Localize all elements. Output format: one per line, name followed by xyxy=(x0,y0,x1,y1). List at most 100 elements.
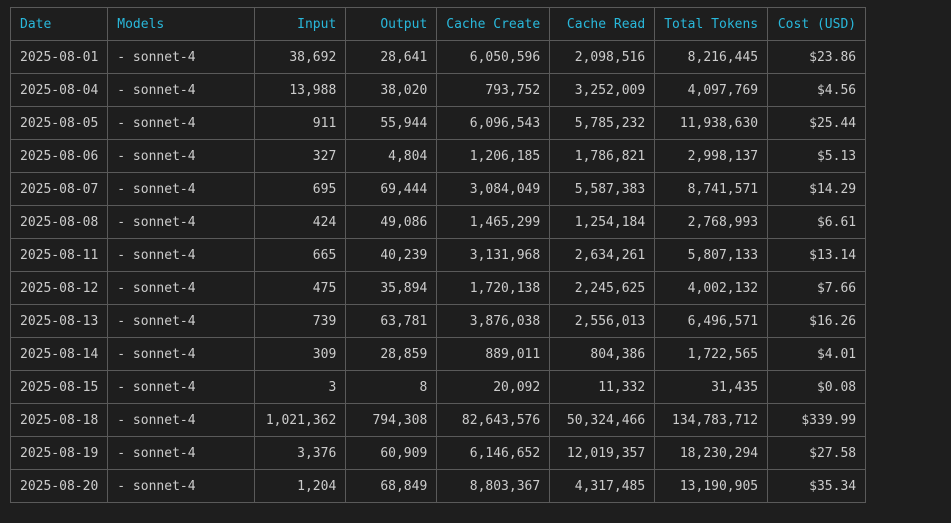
cell-output: 69,444 xyxy=(345,172,438,206)
cell-output: 63,781 xyxy=(345,304,438,338)
cell-date: 2025-08-11 xyxy=(9,238,109,272)
cell-input: 1,021,362 xyxy=(254,403,347,437)
cell-cache-create: 82,643,576 xyxy=(436,403,551,437)
cell-total-tokens: 18,230,294 xyxy=(654,436,769,470)
cell-cost: $25.44 xyxy=(767,106,867,140)
cell-cache-read: 3,252,009 xyxy=(549,73,656,107)
header-cost: Cost (USD) xyxy=(767,7,867,41)
cell-date: 2025-08-14 xyxy=(9,337,109,371)
cell-cache-create: 889,011 xyxy=(436,337,551,371)
cell-output: 8 xyxy=(345,370,438,404)
cell-date: 2025-08-20 xyxy=(9,469,109,503)
cell-date: 2025-08-06 xyxy=(9,139,109,173)
cell-model: - sonnet-4 xyxy=(107,271,256,305)
cell-cache-create: 6,050,596 xyxy=(436,40,551,74)
cell-model: - sonnet-4 xyxy=(107,139,256,173)
cell-input: 911 xyxy=(254,106,347,140)
cell-model: - sonnet-4 xyxy=(107,40,256,74)
cell-model: - sonnet-4 xyxy=(107,304,256,338)
cell-cache-read: 1,786,821 xyxy=(549,139,656,173)
cell-cache-create: 20,092 xyxy=(436,370,551,404)
cell-output: 55,944 xyxy=(345,106,438,140)
cell-total-tokens: 11,938,630 xyxy=(654,106,769,140)
table-row: 2025-08-01- sonnet-4 38,692 28,641 6,050,59… xyxy=(9,40,867,74)
cell-total-tokens: 31,435 xyxy=(654,370,769,404)
cell-output: 28,641 xyxy=(345,40,438,74)
table-row: 2025-08-07- sonnet-4 695 69,444 3,084,049 5,… xyxy=(9,172,867,206)
table-body: 2025-08-01- sonnet-4 38,692 28,641 6,050,59… xyxy=(9,40,867,503)
cell-model: - sonnet-4 xyxy=(107,469,256,503)
cell-model: - sonnet-4 xyxy=(107,106,256,140)
table-row: 2025-08-05- sonnet-4 911 55,944 6,096,543 5,… xyxy=(9,106,867,140)
cell-cache-read: 2,634,261 xyxy=(549,238,656,272)
header-cache-create: Cache Create xyxy=(436,7,551,41)
cell-total-tokens: 8,216,445 xyxy=(654,40,769,74)
cell-cache-create: 793,752 xyxy=(436,73,551,107)
cell-date: 2025-08-19 xyxy=(9,436,109,470)
cell-cache-create: 1,720,138 xyxy=(436,271,551,305)
cell-model: - sonnet-4 xyxy=(107,370,256,404)
cell-cost: $16.26 xyxy=(767,304,867,338)
cell-total-tokens: 5,807,133 xyxy=(654,238,769,272)
cell-cache-create: 1,465,299 xyxy=(436,205,551,239)
cell-model: - sonnet-4 xyxy=(107,205,256,239)
cell-cost: $27.58 xyxy=(767,436,867,470)
cell-cache-create: 3,876,038 xyxy=(436,304,551,338)
table-row: 2025-08-04- sonnet-4 13,988 38,020 793,752 3… xyxy=(9,73,867,107)
cell-cache-create: 8,803,367 xyxy=(436,469,551,503)
cell-date: 2025-08-01 xyxy=(9,40,109,74)
cell-cache-read: 2,556,013 xyxy=(549,304,656,338)
header-output: Output xyxy=(345,7,438,41)
cell-total-tokens: 2,998,137 xyxy=(654,139,769,173)
cell-cache-read: 5,785,232 xyxy=(549,106,656,140)
cell-model: - sonnet-4 xyxy=(107,73,256,107)
cell-cache-create: 3,084,049 xyxy=(436,172,551,206)
cell-output: 40,239 xyxy=(345,238,438,272)
header-total-tokens: Total Tokens xyxy=(654,7,769,41)
cell-cost: $35.34 xyxy=(767,469,867,503)
cell-model: - sonnet-4 xyxy=(107,238,256,272)
cell-output: 68,849 xyxy=(345,469,438,503)
cell-input: 1,204 xyxy=(254,469,347,503)
cell-date: 2025-08-15 xyxy=(9,370,109,404)
cell-cost: $339.99 xyxy=(767,403,867,437)
cell-cost: $6.61 xyxy=(767,205,867,239)
cell-total-tokens: 2,768,993 xyxy=(654,205,769,239)
header-cache-read: Cache Read xyxy=(549,7,656,41)
cell-date: 2025-08-04 xyxy=(9,73,109,107)
cell-output: 38,020 xyxy=(345,73,438,107)
cell-input: 739 xyxy=(254,304,347,338)
cell-cache-read: 4,317,485 xyxy=(549,469,656,503)
cell-total-tokens: 4,002,132 xyxy=(654,271,769,305)
cell-cache-create: 3,131,968 xyxy=(436,238,551,272)
cell-model: - sonnet-4 xyxy=(107,337,256,371)
cell-cache-read: 5,587,383 xyxy=(549,172,656,206)
cell-model: - sonnet-4 xyxy=(107,172,256,206)
cell-input: 665 xyxy=(254,238,347,272)
cell-cache-read: 1,254,184 xyxy=(549,205,656,239)
cell-cache-create: 6,096,543 xyxy=(436,106,551,140)
table-row: 2025-08-13- sonnet-4 739 63,781 3,876,038 2,… xyxy=(9,304,867,338)
cell-cost: $5.13 xyxy=(767,139,867,173)
cell-output: 28,859 xyxy=(345,337,438,371)
cell-input: 13,988 xyxy=(254,73,347,107)
cell-total-tokens: 13,190,905 xyxy=(654,469,769,503)
cell-output: 794,308 xyxy=(345,403,438,437)
cell-cost: $0.08 xyxy=(767,370,867,404)
cell-output: 49,086 xyxy=(345,205,438,239)
table-header: Date Models Input Output Cache Create Ca… xyxy=(9,7,867,41)
cell-input: 3 xyxy=(254,370,347,404)
cell-input: 475 xyxy=(254,271,347,305)
cell-input: 309 xyxy=(254,337,347,371)
cell-cache-read: 2,245,625 xyxy=(549,271,656,305)
table-row: 2025-08-08- sonnet-4 424 49,086 1,465,299 1,… xyxy=(9,205,867,239)
header-date: Date xyxy=(9,7,109,41)
cell-date: 2025-08-08 xyxy=(9,205,109,239)
cell-date: 2025-08-05 xyxy=(9,106,109,140)
table-row: 2025-08-19- sonnet-4 3,376 60,909 6,146,652… xyxy=(9,436,867,470)
cell-cache-read: 804,386 xyxy=(549,337,656,371)
cell-cache-create: 6,146,652 xyxy=(436,436,551,470)
header-input: Input xyxy=(254,7,347,41)
cell-output: 35,894 xyxy=(345,271,438,305)
